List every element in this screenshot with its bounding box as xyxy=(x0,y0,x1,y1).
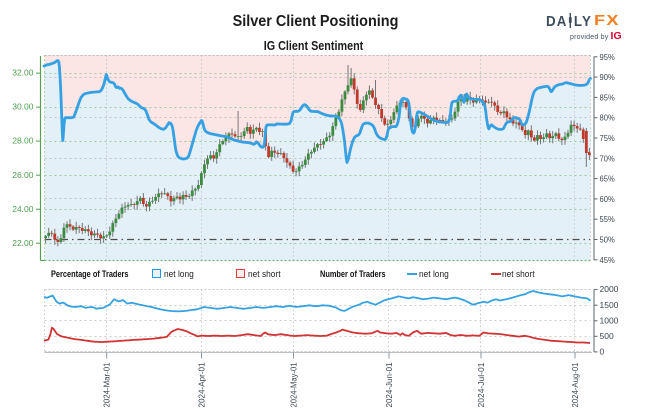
svg-text:2024-May-01: 2024-May-01 xyxy=(289,362,298,408)
svg-text:90%: 90% xyxy=(600,72,616,82)
svg-text:30.00: 30.00 xyxy=(12,102,34,112)
svg-text:28.00: 28.00 xyxy=(12,136,34,146)
svg-text:45%: 45% xyxy=(600,255,616,265)
svg-text:75%: 75% xyxy=(600,133,616,143)
svg-text:80%: 80% xyxy=(600,113,616,123)
svg-text:32.00: 32.00 xyxy=(12,68,34,78)
svg-text:70%: 70% xyxy=(600,153,616,163)
svg-text:2024-Jul-01: 2024-Jul-01 xyxy=(477,362,486,408)
svg-text:24.00: 24.00 xyxy=(12,204,34,214)
svg-text:500: 500 xyxy=(600,331,614,341)
svg-text:1000: 1000 xyxy=(600,315,619,325)
svg-text:60%: 60% xyxy=(600,194,616,204)
svg-text:50%: 50% xyxy=(600,235,616,245)
svg-text:2000: 2000 xyxy=(600,284,619,294)
svg-text:85%: 85% xyxy=(600,92,616,102)
svg-text:65%: 65% xyxy=(600,174,616,184)
svg-text:2024-Jun-01: 2024-Jun-01 xyxy=(385,362,394,408)
svg-text:22.00: 22.00 xyxy=(12,238,34,248)
svg-text:1500: 1500 xyxy=(600,300,619,310)
svg-text:55%: 55% xyxy=(600,214,616,224)
svg-text:2024-Apr-01: 2024-Apr-01 xyxy=(197,362,206,408)
svg-text:2024-Mar-01: 2024-Mar-01 xyxy=(103,362,112,408)
svg-text:26.00: 26.00 xyxy=(12,170,34,180)
svg-text:2024-Aug-01: 2024-Aug-01 xyxy=(571,362,580,408)
svg-text:0: 0 xyxy=(600,347,605,357)
svg-text:95%: 95% xyxy=(600,52,616,62)
